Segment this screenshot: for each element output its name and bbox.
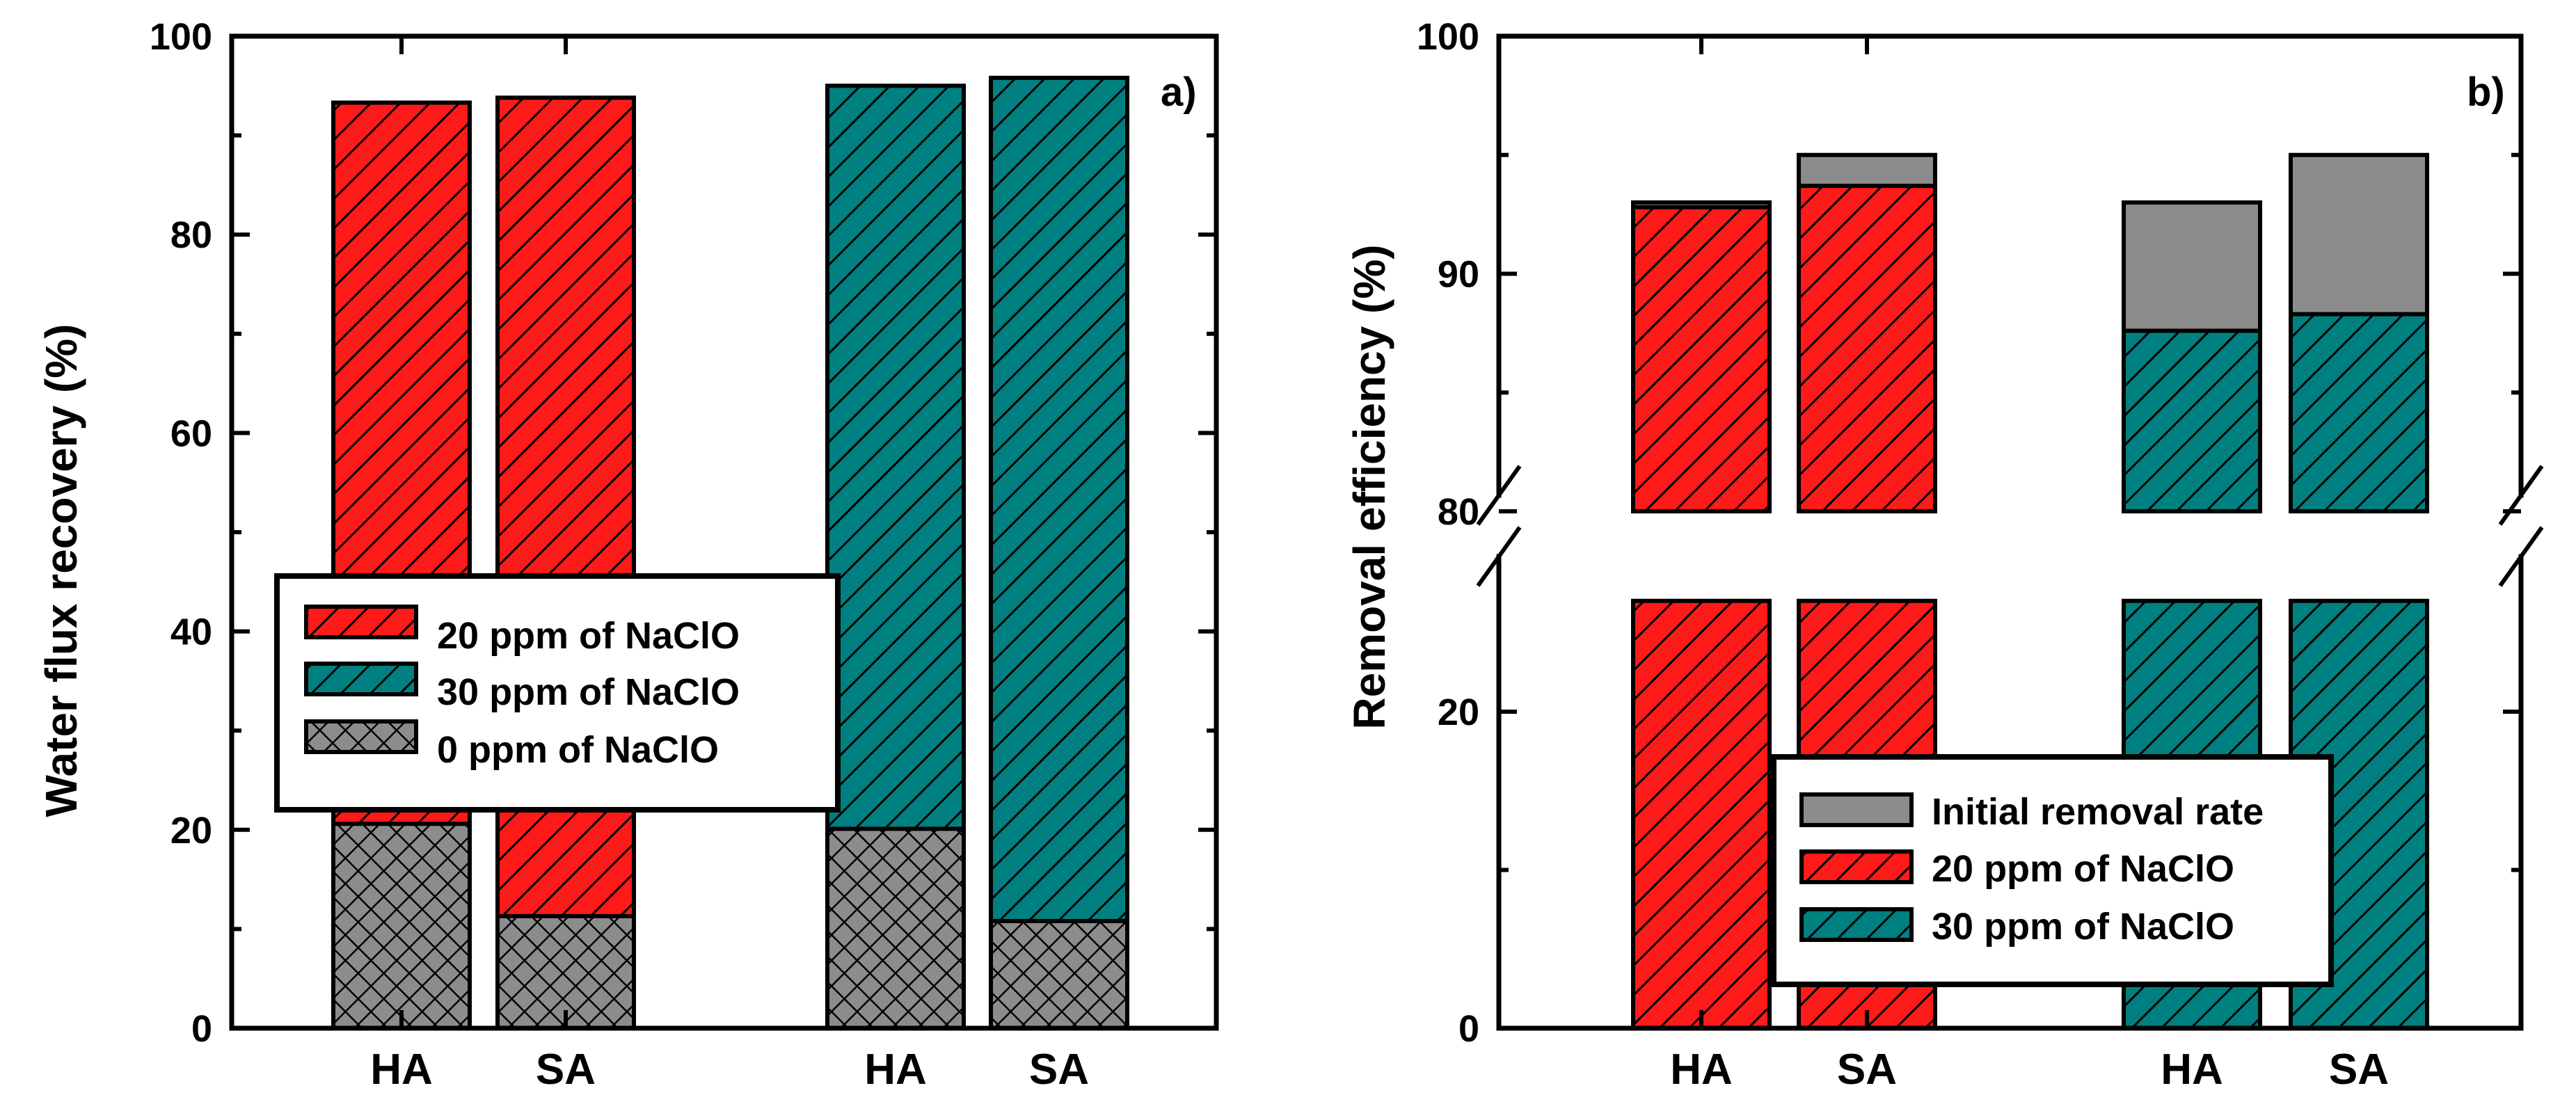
panel-b-x-tick-label: SA bbox=[1837, 1046, 1897, 1094]
panel-b-axis-break-mark bbox=[1476, 526, 1522, 587]
panel-a-x-tick-label: SA bbox=[536, 1046, 596, 1094]
panel-a-y-tick-label: 100 bbox=[150, 16, 212, 58]
panel-a-legend-swatch-3 bbox=[304, 719, 418, 754]
panel-a-legend-swatches bbox=[304, 605, 418, 754]
panel-b-x-tick-label: HA bbox=[1670, 1046, 1733, 1094]
panel-b-axis-break-mark bbox=[1476, 465, 1522, 526]
panel-a-legend: 20 ppm of NaClO 30 ppm of NaClO 0 ppm of… bbox=[274, 573, 841, 813]
panel-a-y-axis-label: Water flux recovery (%) bbox=[36, 324, 86, 817]
panel-a-y-tick-label: 20 bbox=[170, 810, 212, 852]
panel-b-bar-2-treated bbox=[1797, 184, 1937, 513]
panel-a-axes: HA SA HA SA 0 20 40 60 80 100 bbox=[150, 16, 1219, 1094]
panel-b-y-axis-label: Removal efficiency (%) bbox=[1344, 244, 1394, 729]
panel-b-bar-3-treated bbox=[2122, 328, 2262, 513]
panel-a-legend-label-1: 20 ppm of NaClO bbox=[437, 615, 740, 657]
panel-b-axis-break-mark bbox=[2498, 465, 2544, 526]
panel-a-x-tick-label: HA bbox=[370, 1046, 433, 1094]
panel-a-legend-label-3: 0 ppm of NaClO bbox=[437, 729, 719, 771]
panel-b-legend-label-2: 20 ppm of NaClO bbox=[1932, 848, 2234, 890]
panel-b-y-tick-label: 100 bbox=[1417, 16, 1479, 58]
panel-a-label: a) bbox=[1161, 70, 1197, 115]
panel-a-x-tick-label: SA bbox=[1029, 1046, 1089, 1094]
panel-a-y-tick-label: 40 bbox=[170, 612, 212, 653]
panel-a-bar-1-baseline bbox=[331, 822, 472, 1031]
panel-b-axis-break-mark bbox=[2498, 526, 2544, 587]
panel-b-legend-swatches bbox=[1799, 792, 1914, 942]
panel-a-bars bbox=[331, 75, 1129, 1031]
panel-b-legend-swatch-2 bbox=[1799, 849, 1914, 884]
panel-a-bar-4-treated bbox=[989, 75, 1129, 1031]
panel-b-bar-4-treated bbox=[2289, 312, 2429, 513]
panel-b-legend-swatch-1 bbox=[1799, 792, 1914, 827]
panel-b-legend-label-1: Initial removal rate bbox=[1932, 791, 2264, 833]
panel-b-x-tick-label: SA bbox=[2329, 1046, 2389, 1094]
panel-b-x-tick-label: HA bbox=[2161, 1046, 2223, 1094]
panel-a-bar-2-baseline bbox=[495, 913, 636, 1031]
panel-b-y-tick-label: 0 bbox=[1458, 1008, 1479, 1050]
panel-b-y-tick-label: 90 bbox=[1438, 254, 1479, 296]
panel-b-axes: HA SA HA SA 0 20 80 90 100 bbox=[1417, 16, 2544, 1094]
panel-a-bar-2-treated bbox=[495, 95, 636, 1031]
panel-b-label: b) bbox=[2467, 70, 2505, 115]
panel-b-y-tick-label: 20 bbox=[1438, 692, 1479, 733]
panel-a-legend-swatch-2 bbox=[304, 662, 418, 696]
panel-b-bar-1-treated bbox=[1631, 205, 1772, 513]
panel-a-legend-swatch-1 bbox=[304, 605, 418, 639]
panel-a-x-tick-label: HA bbox=[864, 1046, 927, 1094]
panel-a-y-tick-label: 0 bbox=[191, 1008, 212, 1050]
panel-a-y-tick-label: 80 bbox=[170, 214, 212, 256]
panel-b-bar-1-lower bbox=[1631, 598, 1772, 1030]
panel-a-legend-label-2: 30 ppm of NaClO bbox=[437, 671, 740, 713]
panel-b-legend: Initial removal rate 20 ppm of NaClO 30 … bbox=[1771, 754, 2334, 987]
panel-b: HA SA HA SA 0 20 80 90 100 b) Removal efficiency… bbox=[1344, 16, 2544, 1094]
panel-b-y-tick-label: 80 bbox=[1438, 491, 1479, 533]
panel-a: HA SA HA SA 0 20 40 60 80 100 a) Water flux recov… bbox=[36, 16, 1219, 1094]
panel-a-bar-4-baseline bbox=[989, 918, 1129, 1030]
panel-b-legend-swatch-3 bbox=[1799, 907, 1914, 942]
panel-b-legend-label-3: 30 ppm of NaClO bbox=[1932, 906, 2234, 948]
panel-a-y-tick-label: 60 bbox=[170, 413, 212, 454]
panel-a-bar-3-baseline bbox=[825, 826, 966, 1031]
